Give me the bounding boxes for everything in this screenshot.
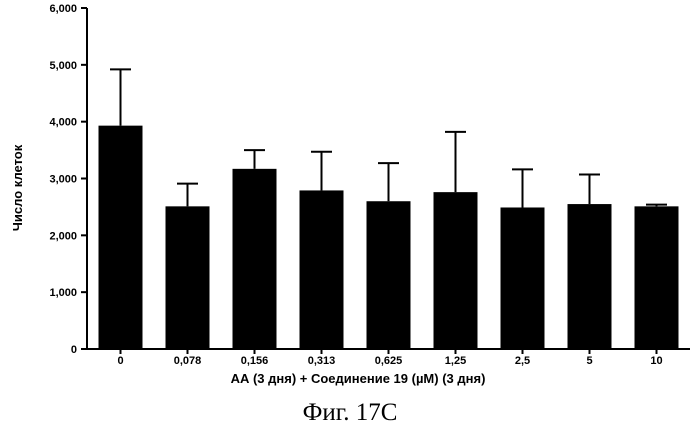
bar-chart: Число клеток АА (3 дня) + Соединение 19 … [0, 0, 699, 426]
bar [568, 204, 612, 349]
y-tick-label: 0 [71, 344, 77, 356]
bar [233, 169, 277, 349]
bar [434, 192, 478, 349]
bar [367, 201, 411, 349]
x-tick-label: 0,313 [308, 355, 336, 367]
bar [166, 206, 210, 349]
y-tick-label: 1,000 [49, 287, 77, 299]
x-axis-title: АА (3 дня) + Соединение 19 (µM) (3 дня) [231, 371, 486, 386]
y-tick-label: 4,000 [49, 117, 77, 129]
bar [300, 190, 344, 349]
bar [501, 207, 545, 349]
x-tick-label: 1,25 [445, 355, 466, 367]
x-tick-label: 0 [117, 355, 123, 367]
y-tick-label: 2,000 [49, 230, 77, 242]
x-tick-label: 0,078 [174, 355, 202, 367]
y-tick-label: 3,000 [49, 174, 77, 186]
plot-area: 0 1,000 2,000 3,000 4,000 5,000 6,000 0 0,078 0,1… [49, 3, 690, 367]
x-tick-label: 10 [650, 355, 662, 367]
y-axis-title: Число клеток [10, 144, 25, 231]
x-tick-label: 0,625 [375, 355, 403, 367]
bar [99, 126, 143, 349]
y-tick-label: 6,000 [49, 3, 77, 15]
bar [635, 206, 679, 349]
x-tick-label: 5 [586, 355, 592, 367]
x-tick-label: 0,156 [241, 355, 269, 367]
y-tick-label: 5,000 [49, 60, 77, 72]
figure-caption: Фиг. 17С [303, 399, 398, 426]
x-tick-label: 2,5 [515, 355, 530, 367]
